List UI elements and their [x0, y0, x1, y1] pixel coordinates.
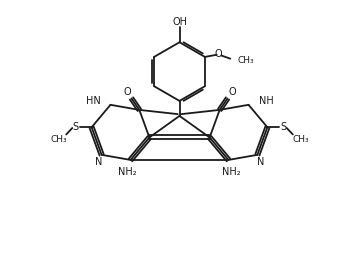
Text: S: S — [72, 122, 78, 132]
Text: NH: NH — [258, 96, 273, 106]
Text: O: O — [228, 87, 236, 97]
Text: CH₃: CH₃ — [50, 135, 67, 144]
Text: CH₃: CH₃ — [292, 135, 309, 144]
Text: OH: OH — [172, 17, 187, 26]
Text: HN: HN — [86, 96, 101, 106]
Text: CH₃: CH₃ — [237, 56, 254, 65]
Text: NH₂: NH₂ — [118, 167, 137, 178]
Text: O: O — [215, 49, 222, 59]
Text: N: N — [257, 157, 264, 167]
Text: S: S — [281, 122, 287, 132]
Text: O: O — [123, 87, 131, 97]
Text: NH₂: NH₂ — [222, 167, 241, 178]
Text: N: N — [95, 157, 102, 167]
